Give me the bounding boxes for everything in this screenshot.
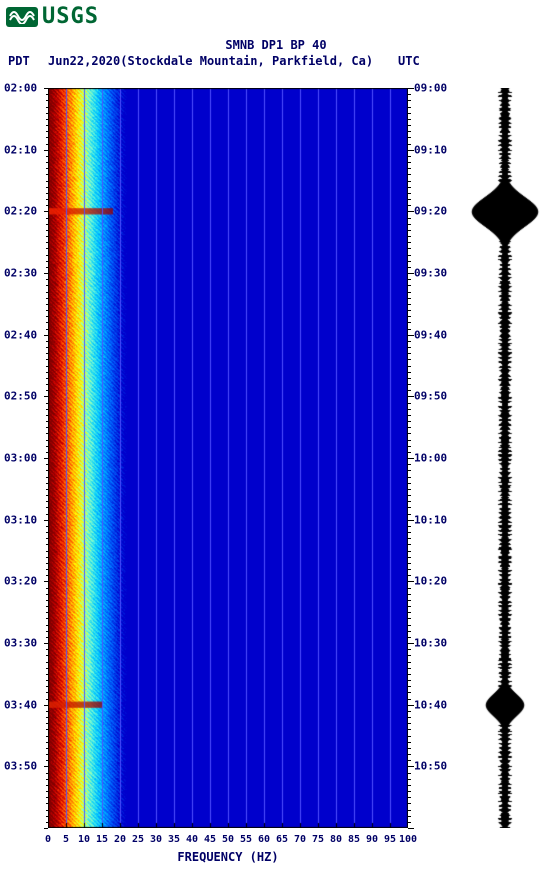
freq-tick: 10 [78, 834, 90, 845]
right-time-tick: 09:30 [414, 267, 447, 280]
logo-wave-icon [6, 7, 38, 27]
right-time-tick: 09:20 [414, 205, 447, 218]
date-station: Jun22,2020(Stockdale Mountain, Parkfield… [48, 54, 373, 68]
utc-label: UTC [398, 54, 420, 68]
freq-tick: 35 [168, 834, 180, 845]
left-time-tick: 03:20 [4, 575, 37, 588]
freq-tick: 30 [150, 834, 162, 845]
freq-tick: 100 [399, 834, 417, 845]
right-time-tick: 10:50 [414, 760, 447, 773]
right-time-tick: 09:00 [414, 82, 447, 95]
freq-tick: 85 [348, 834, 360, 845]
right-tick-marks [408, 88, 414, 828]
freq-tick: 60 [258, 834, 270, 845]
left-time-tick: 02:30 [4, 267, 37, 280]
freq-tick: 95 [384, 834, 396, 845]
right-time-axis: 09:0009:1009:2009:3009:4009:5010:0010:10… [412, 88, 456, 828]
right-time-tick: 09:10 [414, 143, 447, 156]
left-tick-marks [44, 88, 48, 828]
freq-tick: 50 [222, 834, 234, 845]
freq-tick: 80 [330, 834, 342, 845]
waveform-panel [470, 88, 540, 828]
freq-tick: 25 [132, 834, 144, 845]
usgs-logo: USGS [6, 4, 99, 29]
freq-tick: 70 [294, 834, 306, 845]
freq-tick: 40 [186, 834, 198, 845]
left-time-tick: 03:00 [4, 452, 37, 465]
right-time-tick: 10:30 [414, 637, 447, 650]
spectrogram-plot [48, 88, 408, 828]
freq-tick: 90 [366, 834, 378, 845]
left-time-tick: 02:40 [4, 328, 37, 341]
chart-title: SMNB DP1 BP 40 [0, 38, 552, 52]
spectrogram-canvas [48, 88, 408, 828]
right-time-tick: 10:10 [414, 513, 447, 526]
freq-tick: 45 [204, 834, 216, 845]
freq-tick: 55 [240, 834, 252, 845]
right-time-tick: 09:40 [414, 328, 447, 341]
right-time-tick: 10:20 [414, 575, 447, 588]
freq-tick: 5 [63, 834, 69, 845]
freq-tick: 65 [276, 834, 288, 845]
left-time-tick: 03:40 [4, 698, 37, 711]
freq-tick: 15 [96, 834, 108, 845]
pdt-label: PDT [8, 54, 30, 68]
left-time-tick: 02:50 [4, 390, 37, 403]
left-time-tick: 02:20 [4, 205, 37, 218]
right-time-tick: 09:50 [414, 390, 447, 403]
freq-tick: 0 [45, 834, 51, 845]
left-time-tick: 03:30 [4, 637, 37, 650]
left-time-tick: 02:00 [4, 82, 37, 95]
freq-tick: 75 [312, 834, 324, 845]
left-time-axis: 02:0002:1002:2002:3002:4002:5003:0003:10… [0, 88, 46, 828]
right-time-tick: 10:00 [414, 452, 447, 465]
left-time-tick: 03:50 [4, 760, 37, 773]
left-time-tick: 02:10 [4, 143, 37, 156]
right-time-tick: 10:40 [414, 698, 447, 711]
freq-tick: 20 [114, 834, 126, 845]
left-time-tick: 03:10 [4, 513, 37, 526]
frequency-axis-label: FREQUENCY (HZ) [48, 850, 408, 864]
logo-text: USGS [42, 4, 99, 29]
waveform-canvas [470, 88, 540, 828]
